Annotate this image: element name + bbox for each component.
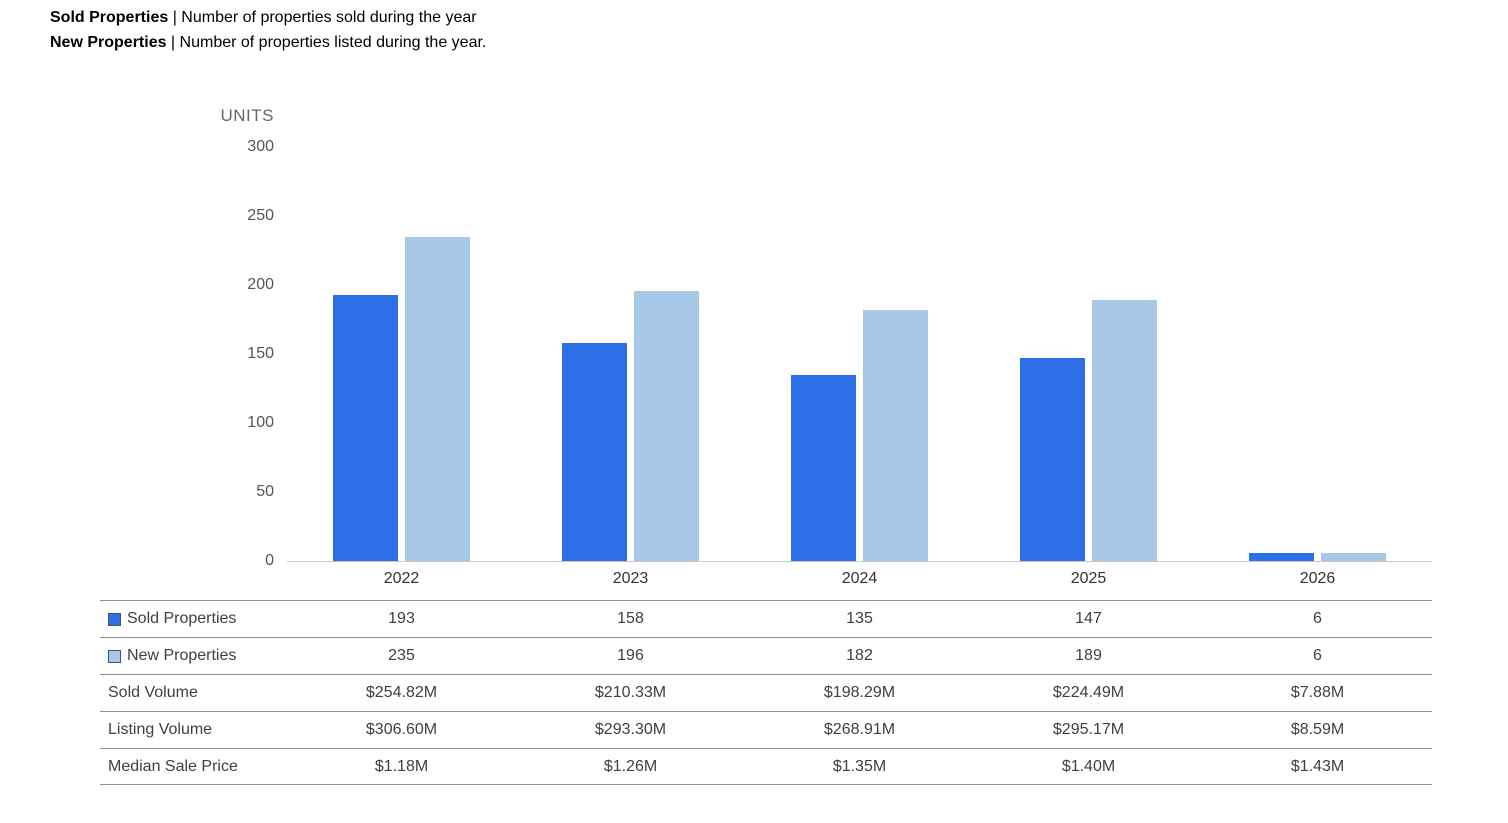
table-row-listing-volume: Listing Volume $306.60M $293.30M $268.91M $2… [100, 711, 1432, 748]
table-cell-sold-properties-2022: 193 [388, 610, 415, 627]
table-cell-sold-properties-2025: 147 [1075, 610, 1102, 627]
table-cell-listing-volume-2024: $268.91M [823, 721, 896, 738]
y-axis-tick-0: 0 [265, 552, 274, 569]
row-label-text: Sold Properties [127, 610, 237, 627]
header-line-sold: Sold Properties | Number of properties s… [50, 5, 486, 30]
table-cell-sold-properties-2026: 6 [1313, 610, 1322, 627]
header-description-new: | Number of properties listed during the… [166, 34, 487, 51]
y-axis-tick-50: 50 [256, 483, 274, 500]
row-label-text: Sold Volume [108, 684, 198, 701]
bar-sold-properties-2023 [562, 342, 627, 561]
table-cell-listing-volume-2022: $306.60M [365, 721, 438, 738]
row-label-median-sale-price: Median Sale Price [100, 758, 287, 776]
y-axis-tick-150: 150 [247, 345, 274, 362]
report-header: Sold Properties | Number of properties s… [50, 5, 486, 55]
row-label-text: Median Sale Price [108, 757, 238, 775]
table-cell-new-properties-2024: 182 [846, 647, 873, 664]
table-cell-listing-volume-2026: $8.59M [1290, 721, 1345, 738]
bar-new-properties-2025 [1092, 300, 1157, 561]
x-axis-label-2023: 2023 [612, 570, 649, 587]
row-label-text: Listing Volume [108, 721, 213, 738]
header-line-new: New Properties | Number of properties li… [50, 30, 486, 55]
table-row-new-properties: New Properties 235 196 182 189 6 [100, 637, 1432, 674]
row-label-sold-properties: Sold Properties [100, 610, 287, 628]
y-axis-tick-100: 100 [247, 414, 274, 431]
table-cell-new-properties-2026: 6 [1313, 647, 1322, 664]
bar-sold-properties-2024 [791, 374, 856, 561]
table-cell-listing-volume-2025: $295.17M [1052, 721, 1125, 738]
header-description-sold: | Number of properties sold during the y… [168, 9, 477, 26]
bar-sold-properties-2025 [1020, 358, 1085, 561]
legend-swatch-new-properties [108, 649, 121, 663]
table-row-median-sale-price: Median Sale Price $1.18M $1.26M $1.35M $1.40… [100, 748, 1432, 785]
legend-swatch-sold-properties [108, 612, 121, 626]
bar-new-properties-2026 [1321, 552, 1386, 561]
data-table: Sold Properties 193 158 135 147 6 New Properti… [100, 600, 1432, 785]
x-axis-label-2025: 2025 [1070, 570, 1107, 587]
table-cell-sold-volume-2026: $7.88M [1290, 684, 1345, 701]
table-row-sold-volume: Sold Volume $254.82M $210.33M $198.29M $224.… [100, 674, 1432, 711]
y-axis-tick-300: 300 [247, 138, 274, 155]
table-cell-median-sale-price-2023: $1.26M [603, 757, 658, 775]
table-cell-median-sale-price-2025: $1.40M [1061, 757, 1116, 775]
row-label-sold-volume: Sold Volume [100, 684, 287, 702]
row-label-text: New Properties [127, 647, 237, 664]
table-cell-sold-volume-2024: $198.29M [823, 684, 896, 701]
bar-sold-properties-2022 [333, 294, 398, 561]
x-axis-label-2024: 2024 [841, 570, 878, 587]
table-cell-sold-volume-2022: $254.82M [365, 684, 438, 701]
table-cell-new-properties-2022: 235 [388, 647, 415, 664]
table-cell-sold-properties-2023: 158 [617, 610, 644, 627]
table-cell-median-sale-price-2022: $1.18M [374, 757, 429, 775]
bar-new-properties-2023 [634, 290, 699, 561]
table-cell-median-sale-price-2024: $1.35M [832, 757, 887, 775]
table-cell-new-properties-2023: 196 [617, 647, 644, 664]
row-label-listing-volume: Listing Volume [100, 721, 287, 739]
table-cell-sold-volume-2023: $210.33M [594, 684, 667, 701]
y-axis-tick-200: 200 [247, 276, 274, 293]
row-label-new-properties: New Properties [100, 647, 287, 665]
table-cell-sold-properties-2024: 135 [846, 610, 873, 627]
header-term-sold: Sold Properties [50, 9, 169, 26]
bar-chart: UNITS 0 50 100 150 200 250 300 2022 2023 2024 2025… [221, 106, 1432, 587]
y-axis-tick-250: 250 [247, 207, 274, 224]
x-axis-label-2022: 2022 [383, 570, 420, 587]
bar-new-properties-2022 [405, 236, 470, 561]
table-cell-new-properties-2025: 189 [1075, 647, 1102, 664]
header-term-new: New Properties [50, 34, 167, 51]
table-cell-listing-volume-2023: $293.30M [594, 721, 667, 738]
table-row-sold-properties: Sold Properties 193 158 135 147 6 [100, 600, 1432, 637]
table-cell-sold-volume-2025: $224.49M [1052, 684, 1125, 701]
bar-sold-properties-2026 [1249, 552, 1314, 561]
y-axis-title: UNITS [220, 106, 274, 125]
bar-new-properties-2024 [863, 309, 928, 561]
x-axis-label-2026: 2026 [1299, 570, 1336, 587]
table-cell-median-sale-price-2026: $1.43M [1290, 757, 1345, 775]
